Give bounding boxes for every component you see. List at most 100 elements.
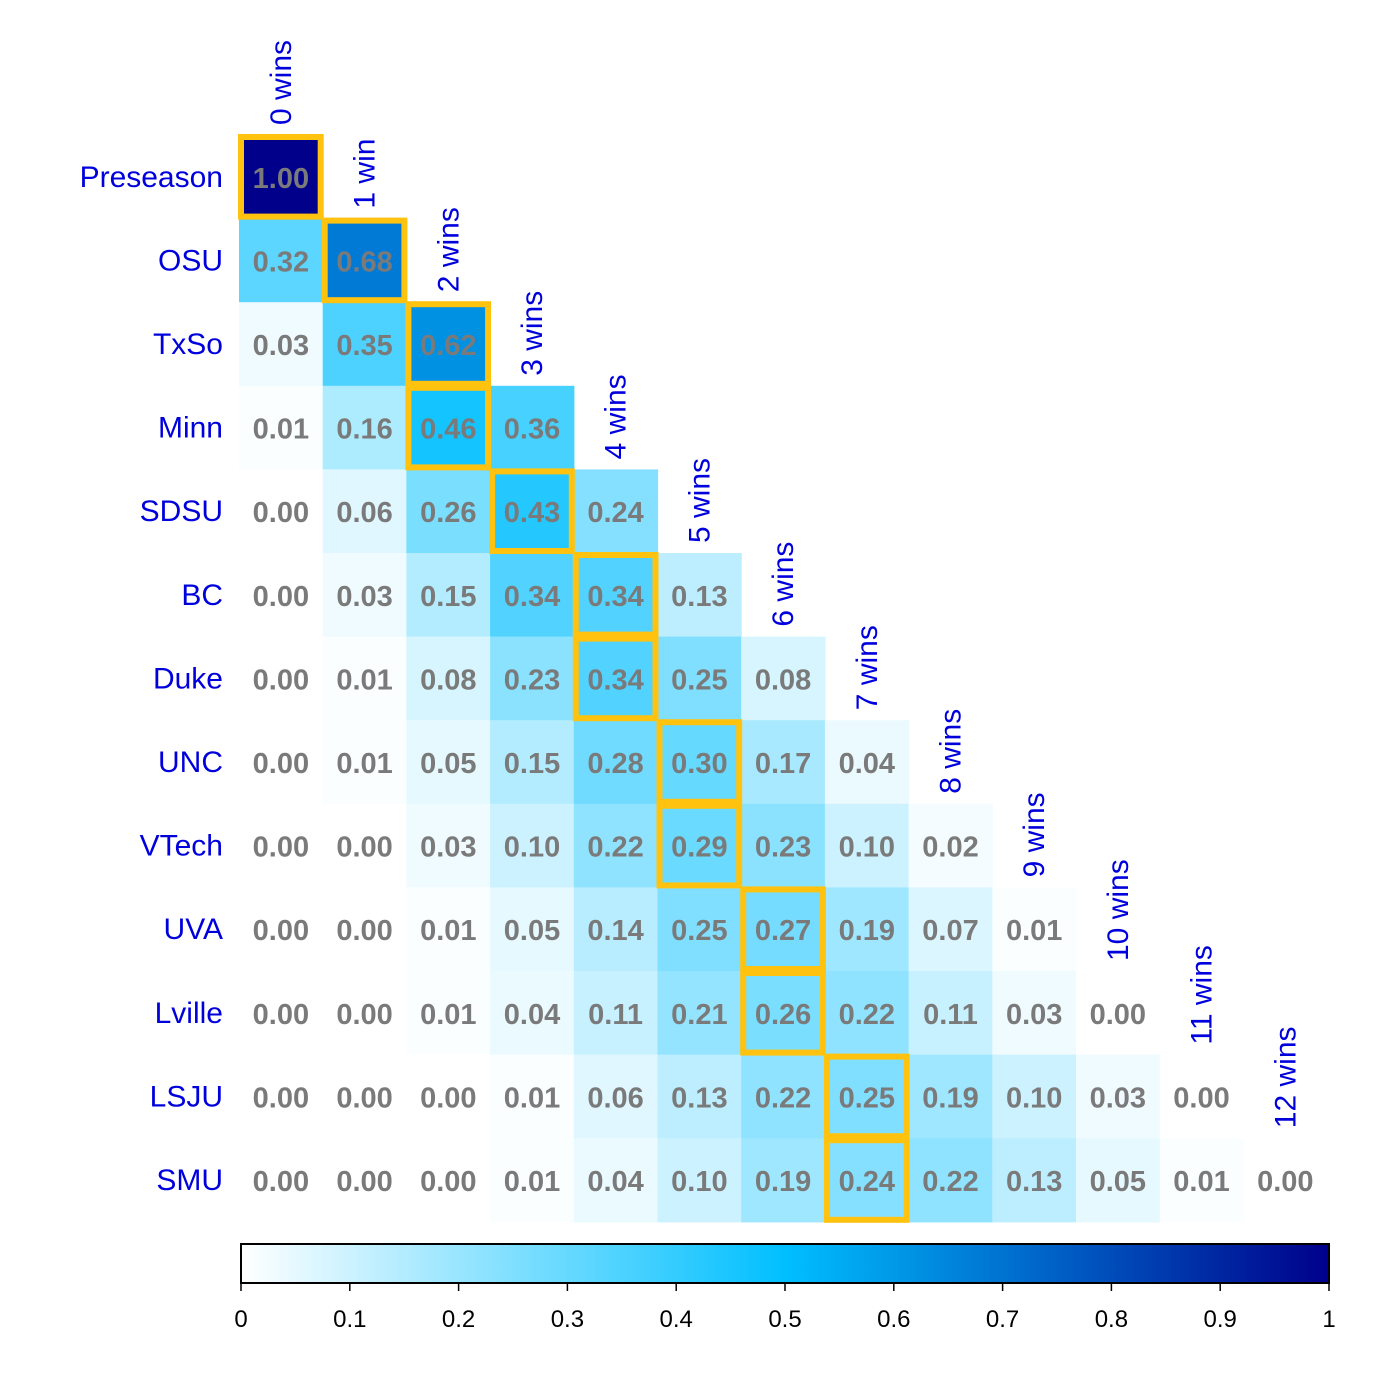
heatmap-cell [406,385,491,470]
heatmap-cell [573,469,659,554]
cell-value-label: 0.19 [755,1166,811,1198]
cell-value-label: 0.00 [336,915,392,947]
heatmap-cell [1159,1054,1244,1139]
heatmap-cell [406,803,491,888]
heatmap-cell [239,135,324,220]
cell-value-label: 0.02 [922,832,978,864]
heatmap-cell [824,1138,910,1223]
heatmap-cell [239,302,324,387]
cell-value-label: 0.21 [671,999,727,1031]
heatmap-cell [490,803,575,888]
cell-value-label: 0.00 [420,1082,476,1114]
cell-value-label: 0.25 [839,1082,895,1114]
heatmap-cell [322,553,407,638]
heatmap-cell [322,636,407,721]
heatmap-cell [824,887,910,972]
cell-value-label: 0.26 [755,999,811,1031]
heatmap-cell [741,1138,826,1223]
cell-value-label: 0.26 [420,497,476,529]
cell-value-label: 0.11 [923,999,978,1031]
cell-value-label: 0.34 [587,664,643,696]
colorbar-tick-label: 1 [1322,1306,1335,1333]
highlight-box [740,886,826,973]
row-label: VTech [140,830,223,863]
column-label: 4 wins [600,374,633,459]
cell-value-label: 0.06 [587,1082,643,1114]
heatmap-cell [573,1054,659,1139]
heatmap-cell [1076,1054,1161,1139]
column-label: 2 wins [432,207,465,292]
heatmap-cell [908,1054,993,1139]
cell-value-label: 0.13 [1006,1166,1062,1198]
heatmap-cell [824,971,910,1056]
cell-value-label: 0.11 [588,999,643,1031]
cell-value-label: 0.17 [755,748,811,780]
heatmap-cell [239,218,324,303]
heatmap-cell [992,971,1077,1056]
column-label: 7 wins [851,625,884,710]
heatmap-cell [406,887,491,972]
heatmap-cell [741,971,826,1056]
heatmap-cell [239,1138,324,1223]
cell-value-label: 0.36 [504,414,560,446]
cell-value-label: 0.10 [1006,1082,1062,1114]
cell-value-label: 1.00 [253,163,309,195]
cell-value-label: 0.03 [253,330,309,362]
cell-value-label: 0.00 [336,1082,392,1114]
cell-value-label: 0.00 [253,832,309,864]
cell-value-label: 0.46 [420,414,476,446]
colorbar-tick-label: 0.4 [660,1306,693,1333]
heatmap-cell [239,971,324,1056]
highlight-box [823,1137,910,1223]
heatmap-cell [239,887,324,972]
heatmap-cell [657,803,742,888]
heatmap-cell [406,720,491,805]
heatmap-cell [1076,1138,1161,1223]
heatmap-cell [824,803,910,888]
cell-value-label: 0.06 [336,497,392,529]
cell-value-label: 0.10 [504,832,560,864]
colorbar-tick-label: 0.7 [986,1306,1019,1333]
heatmap-cell [741,803,826,888]
column-label: 8 wins [935,709,968,794]
cell-value-label: 0.00 [1257,1166,1313,1198]
cell-value-label: 0.27 [755,915,811,947]
highlight-box [572,552,659,638]
heatmap-cell [573,636,659,721]
row-labels: Preseason OSU TxSo Minn SDSU BC Duke UNC VTech UV… [80,161,223,1197]
heatmap-cell [657,1138,742,1223]
colorbar-tick-label: 0.2 [442,1306,475,1333]
row-label: LSJU [150,1080,223,1113]
highlight-box [656,802,743,889]
row-label: Preseason [80,161,223,194]
cell-value-label: 0.14 [587,915,643,947]
cell-value-label: 0.05 [1090,1166,1146,1198]
cell-value-label: 0.00 [253,664,309,696]
column-label: 1 win [349,139,382,209]
heatmap-cell [1159,1138,1244,1223]
colorbar-gradient [240,1243,1330,1284]
row-label: TxSo [153,328,223,361]
colorbar-tick-label: 0.5 [768,1306,801,1333]
heatmap-cell [322,1054,407,1139]
cell-value-label: 0.29 [671,832,727,864]
heatmap-cell [322,803,407,888]
column-label: 11 wins [1186,945,1219,1045]
heatmap-cell [490,385,575,470]
heatmap-cell [239,803,324,888]
cell-value-label: 0.34 [587,581,643,613]
cell-value-label: 0.19 [922,1082,978,1114]
heatmap-cell [573,971,659,1056]
cell-value-label: 0.24 [839,1166,895,1198]
heatmap-cell [490,469,575,554]
heatmap-cell [908,887,993,972]
highlight-box [572,635,659,722]
heatmap-cell [992,1054,1077,1139]
cell-value-label: 0.08 [420,664,476,696]
heatmap-cell [322,887,407,972]
heatmap-cell [992,1138,1077,1223]
cell-value-label: 0.43 [504,497,560,529]
heatmap-cell [322,971,407,1056]
heatmap-cell [490,1138,575,1223]
